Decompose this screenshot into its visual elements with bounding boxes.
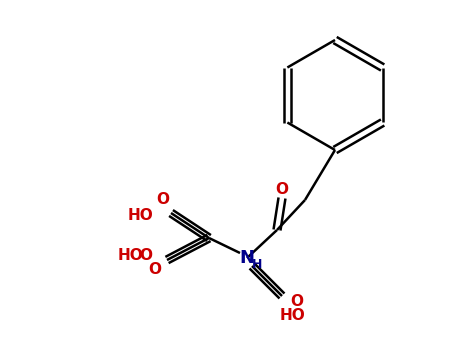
Text: O: O bbox=[148, 262, 162, 278]
Text: HO: HO bbox=[117, 247, 143, 262]
Text: O: O bbox=[157, 191, 170, 206]
Text: HO: HO bbox=[280, 308, 306, 323]
Text: HO: HO bbox=[127, 208, 153, 223]
Text: O: O bbox=[139, 247, 152, 262]
Text: O: O bbox=[290, 294, 303, 308]
Text: O: O bbox=[275, 182, 288, 197]
Text: N: N bbox=[239, 249, 254, 267]
Text: H: H bbox=[252, 258, 262, 271]
